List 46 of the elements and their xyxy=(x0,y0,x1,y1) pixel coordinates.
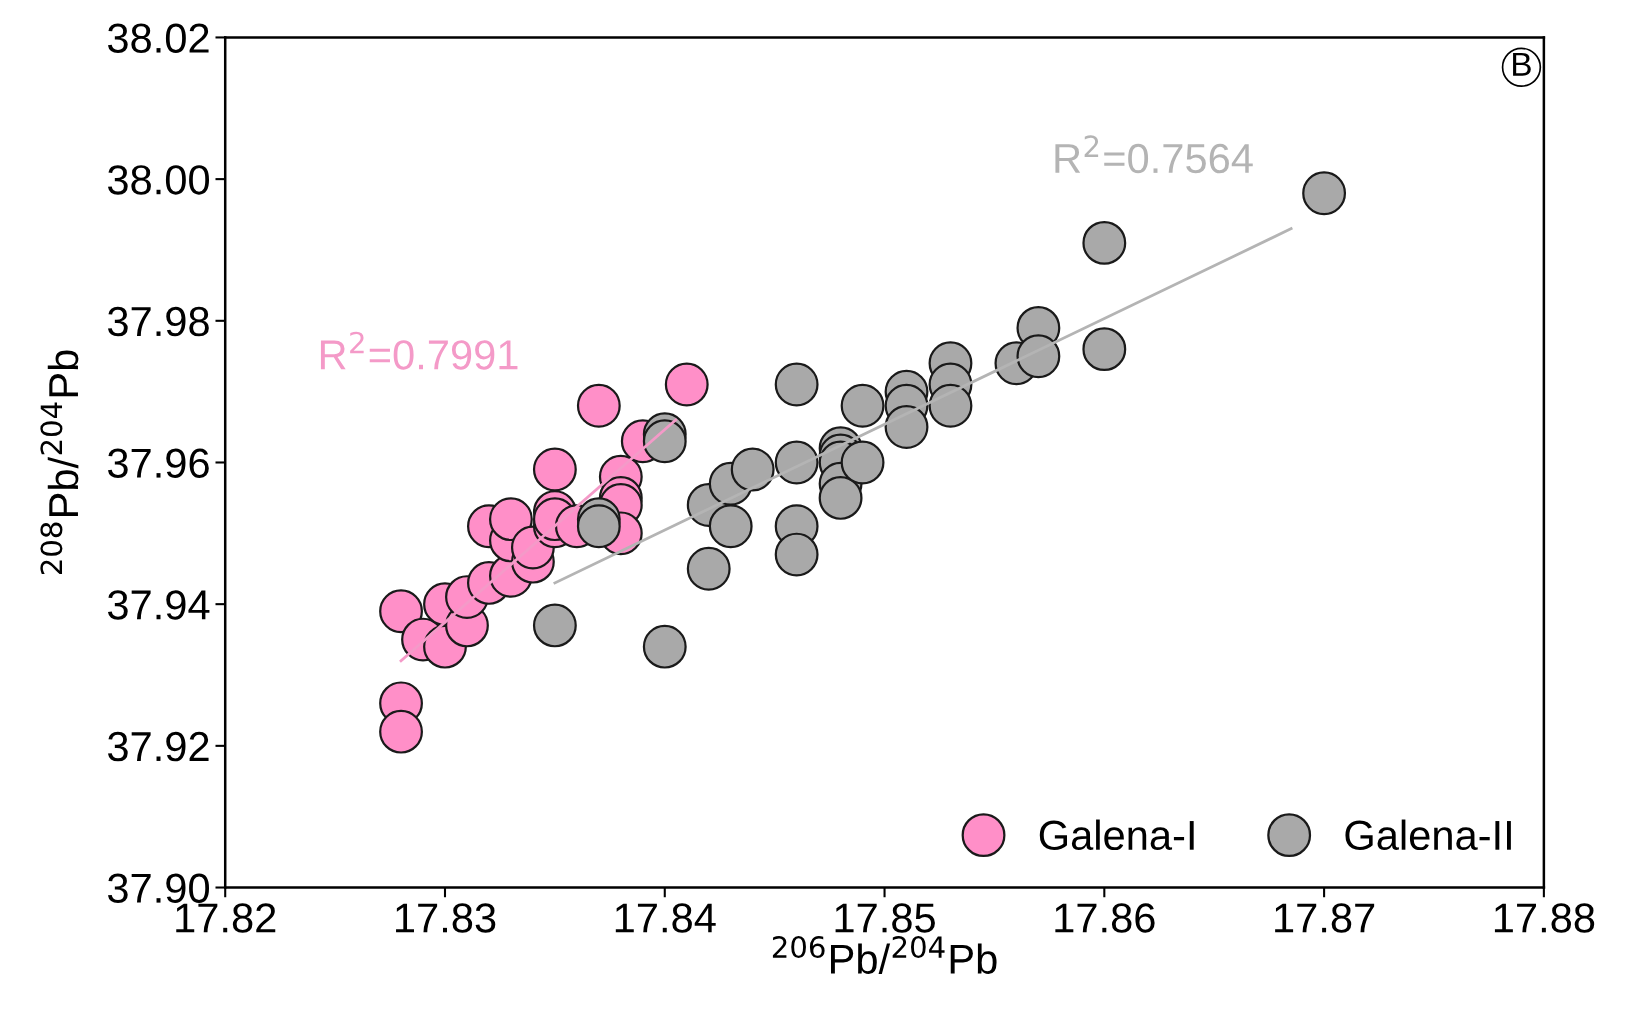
x-axis-title: $^{206}$Pb/$^{204}$Pb xyxy=(772,936,997,975)
point xyxy=(532,447,577,492)
point xyxy=(774,362,819,407)
point xyxy=(1082,220,1127,265)
annotation: B xyxy=(1513,52,1531,76)
point xyxy=(708,504,753,549)
point xyxy=(686,546,731,591)
point xyxy=(730,447,775,492)
x-tick-label: 17.83 xyxy=(396,903,496,933)
point xyxy=(532,603,577,648)
y-tick-label: 38.00 xyxy=(107,165,210,195)
legend-label: Galena-II xyxy=(1345,819,1511,851)
point xyxy=(840,383,885,428)
legend-label: Galena-I xyxy=(1039,819,1194,851)
x-tick-label: 17.82 xyxy=(176,903,276,933)
annotation: R$^{2}$=0.7564 xyxy=(1055,135,1253,174)
point xyxy=(664,362,709,407)
y-tick-label: 38.02 xyxy=(107,23,209,53)
x-tick-label: 17.84 xyxy=(615,903,716,933)
point xyxy=(774,440,819,485)
point xyxy=(642,624,687,669)
point xyxy=(928,383,973,428)
point xyxy=(818,475,863,520)
point xyxy=(1016,334,1061,379)
y-tick-label: 37.90 xyxy=(107,873,210,904)
y-tick-label: 37.92 xyxy=(107,731,209,762)
x-tick-label: 17.87 xyxy=(1275,903,1375,933)
point xyxy=(379,589,423,634)
point xyxy=(488,497,533,542)
y-tick-label: 37.96 xyxy=(107,448,209,478)
y-tick-label: 37.94 xyxy=(107,590,210,620)
y-axis-title: $^{208}$Pb/$^{204}$Pb xyxy=(40,350,79,575)
x-tick-label: 17.88 xyxy=(1494,903,1595,933)
x-tick-label: 17.85 xyxy=(835,903,935,933)
annotation: R$^{2}$=0.7991 xyxy=(320,331,518,370)
point xyxy=(576,504,621,549)
point xyxy=(840,440,885,485)
point xyxy=(642,419,687,464)
x-tick-label: 17.86 xyxy=(1055,903,1155,933)
y-tick-label: 37.98 xyxy=(107,306,209,337)
point xyxy=(1302,171,1347,216)
point xyxy=(379,709,423,754)
point xyxy=(576,383,621,428)
point xyxy=(1082,327,1127,372)
point xyxy=(774,532,819,577)
point xyxy=(884,405,929,450)
